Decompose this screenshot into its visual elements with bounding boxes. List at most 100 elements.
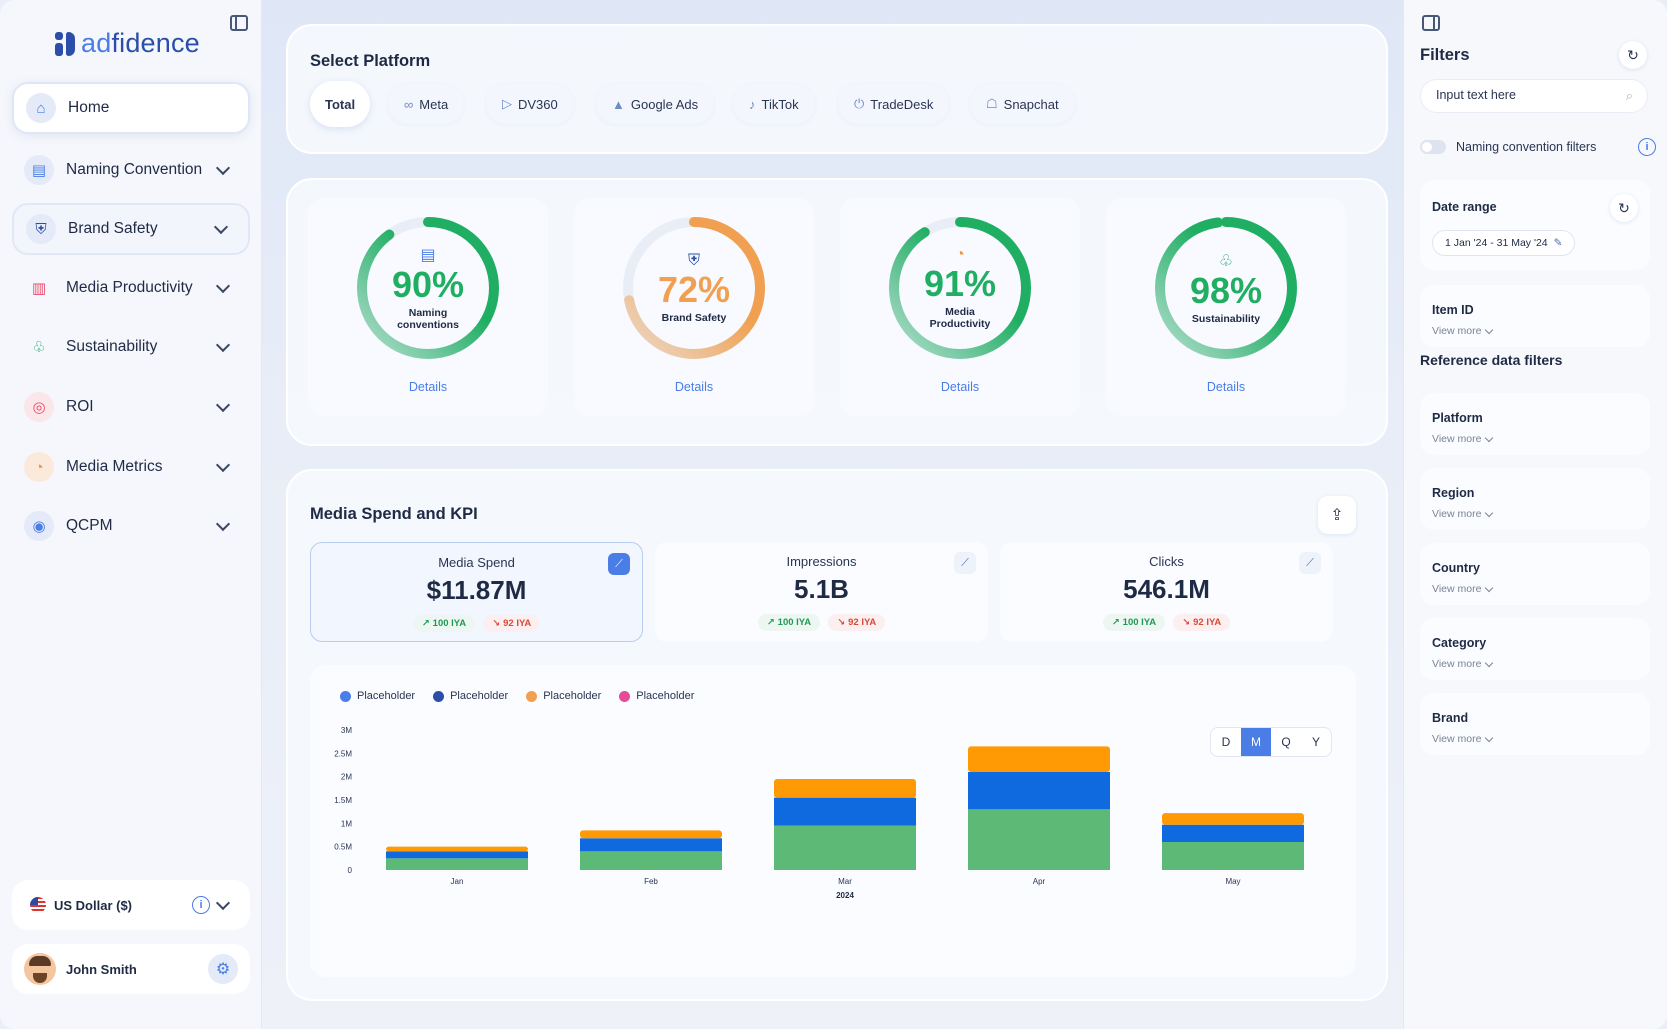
- date-range-value: 1 Jan '24 - 31 May '24: [1445, 237, 1548, 249]
- filter-card-region[interactable]: Region View more: [1420, 468, 1650, 530]
- platform-chip-label: Google Ads: [630, 96, 699, 112]
- bar-segment-mar-blue: [774, 797, 916, 826]
- y-tick-label: 1M: [341, 819, 352, 828]
- item-id-view-more[interactable]: View more: [1432, 325, 1494, 337]
- details-link[interactable]: Details: [940, 380, 980, 394]
- export-button[interactable]: ⇪: [1318, 496, 1356, 534]
- bar-segment-may-green: [1162, 842, 1304, 870]
- bar-segment-may-blue: [1162, 824, 1304, 842]
- filter-search-input[interactable]: [1436, 88, 1616, 102]
- date-range-picker[interactable]: 1 Jan '24 - 31 May '24 ✎: [1432, 230, 1576, 256]
- platform-chip-meta[interactable]: ∞ Meta: [388, 84, 465, 124]
- badge-down-value: 92 IYA: [1193, 617, 1222, 628]
- chart-toggle-button[interactable]: ⟋: [608, 553, 630, 575]
- details-link[interactable]: Details: [674, 380, 714, 394]
- kpi-card-impressions[interactable]: Impressions 5.1B ⟋ ↗ 100 IYA ↘ 92 IYA: [655, 542, 988, 642]
- ring-progress: [889, 217, 1031, 359]
- filter-view-more[interactable]: View more: [1432, 508, 1494, 520]
- reset-filters-button[interactable]: ↻: [1619, 41, 1647, 69]
- filter-card-category[interactable]: Category View more: [1420, 618, 1650, 680]
- filter-view-more[interactable]: View more: [1432, 733, 1494, 745]
- platform-chip-snapchat[interactable]: ☖ Snapchat: [970, 84, 1075, 124]
- filter-view-more[interactable]: View more: [1432, 583, 1494, 595]
- item-id-card[interactable]: Item ID View more: [1420, 285, 1650, 347]
- reset-date-button[interactable]: ↻: [1610, 194, 1638, 222]
- filter-card-platform[interactable]: Platform View more: [1420, 393, 1650, 455]
- period-m[interactable]: M: [1241, 728, 1271, 756]
- chevron-down-icon[interactable]: [215, 278, 231, 293]
- kpi-value: 5.1B: [794, 574, 849, 604]
- platform-chip-total[interactable]: Total: [310, 81, 371, 127]
- score-ring: ♧ 98% Sustainability: [1151, 213, 1301, 363]
- chart-toggle-button[interactable]: ⟋: [954, 552, 976, 574]
- search-icon[interactable]: ⌕: [1625, 88, 1633, 103]
- chart-toggle-button[interactable]: ⟋: [1299, 552, 1321, 574]
- legend-item[interactable]: Placeholder: [619, 690, 694, 702]
- chevron-down-icon: [1485, 658, 1494, 667]
- currency-selector[interactable]: US Dollar ($) i: [12, 880, 250, 930]
- legend-dot: [619, 690, 631, 702]
- legend-item[interactable]: Placeholder: [340, 690, 415, 702]
- media-productivity-icon: ▥: [24, 273, 54, 303]
- chevron-down-icon[interactable]: [213, 219, 229, 234]
- view-more-label: View more: [1432, 658, 1482, 670]
- sidebar-item-media-productivity[interactable]: ▥ Media Productivity: [12, 262, 250, 314]
- collapse-filters-icon[interactable]: [1422, 15, 1440, 31]
- sidebar-item-home[interactable]: ⌂ Home: [12, 82, 250, 134]
- trend-up-icon: ↗: [421, 618, 430, 629]
- chevron-down-icon[interactable]: [215, 895, 231, 910]
- trend-down-icon: ↘: [492, 618, 501, 629]
- chevron-down-icon[interactable]: [215, 457, 231, 472]
- legend-item[interactable]: Placeholder: [526, 690, 601, 702]
- kpi-card-clicks[interactable]: Clicks 546.1M ⟋ ↗ 100 IYA ↘ 92 IYA: [1000, 542, 1333, 642]
- filter-card-country[interactable]: Country View more: [1420, 543, 1650, 605]
- chevron-down-icon[interactable]: [215, 516, 231, 531]
- kpi-value: 546.1M: [1123, 574, 1210, 604]
- info-icon[interactable]: i: [1638, 138, 1656, 156]
- sidebar-item-naming-convention[interactable]: ▤ Naming Convention: [12, 144, 250, 196]
- trend-up-icon: ↗: [1111, 617, 1120, 628]
- platform-chip-label: TikTok: [761, 96, 799, 112]
- platform-chip-tradedesk[interactable]: ⏻ TradeDesk: [838, 84, 950, 124]
- share-icon: ⇪: [1330, 507, 1344, 524]
- chevron-down-icon[interactable]: [215, 337, 231, 352]
- sidebar-item-media-metrics[interactable]: ◔ Media Metrics: [12, 441, 250, 493]
- tradedesk-icon: ⏻: [854, 96, 865, 111]
- platform-chip-label: TradeDesk: [870, 96, 934, 112]
- period-y[interactable]: Y: [1311, 735, 1320, 749]
- gear-icon[interactable]: ⚙: [208, 954, 238, 984]
- filter-card-brand[interactable]: Brand View more: [1420, 693, 1650, 755]
- chevron-down-icon[interactable]: [215, 160, 231, 175]
- badge-up: ↗ 100 IYA: [1102, 614, 1166, 631]
- sidebar-item-roi[interactable]: ◎ ROI: [12, 381, 250, 433]
- brand-logo[interactable]: adfidence: [55, 28, 200, 59]
- chevron-down-icon[interactable]: [215, 397, 231, 412]
- details-link[interactable]: Details: [408, 380, 448, 394]
- details-link[interactable]: Details: [1206, 380, 1246, 394]
- refresh-icon: ↻: [1618, 199, 1630, 216]
- platform-chip-tiktok[interactable]: ♪ TikTok: [733, 84, 815, 124]
- user-profile[interactable]: John Smith ⚙: [12, 944, 250, 994]
- collapse-sidebar-icon[interactable]: [230, 15, 248, 31]
- platform-chip-label: Snapchat: [1003, 96, 1059, 112]
- kpi-card-media-spend[interactable]: Media Spend $11.87M ⟋ ↗ 100 IYA ↘ 92 IYA: [310, 542, 643, 642]
- platform-chip-dv360[interactable]: ▷ DV360: [486, 84, 574, 124]
- period-q[interactable]: Q: [1281, 735, 1291, 749]
- sidebar-item-brand-safety[interactable]: ⛨ Brand Safety: [12, 203, 250, 255]
- sidebar-item-qcpm[interactable]: ◉ QCPM: [12, 500, 250, 552]
- naming-convention-toggle[interactable]: [1420, 140, 1446, 154]
- roi-icon: ◎: [24, 392, 54, 422]
- sidebar-item-sustainability[interactable]: ♧ Sustainability: [12, 321, 250, 373]
- filter-view-more[interactable]: View more: [1432, 658, 1494, 670]
- chart-area: Placeholder Placeholder Placeholder Placeho…: [310, 665, 1356, 977]
- filter-view-more[interactable]: View more: [1432, 433, 1494, 445]
- y-tick-label: 2.5M: [334, 749, 352, 758]
- trend-down-icon: ↘: [837, 617, 846, 628]
- x-group-label: 2024: [836, 891, 854, 900]
- platform-chip-google-ads[interactable]: ▲ Google Ads: [596, 84, 715, 124]
- sidebar-item-label: ROI: [66, 398, 94, 415]
- period-d[interactable]: D: [1221, 735, 1231, 749]
- legend-item[interactable]: Placeholder: [433, 690, 508, 702]
- info-icon[interactable]: i: [192, 896, 210, 914]
